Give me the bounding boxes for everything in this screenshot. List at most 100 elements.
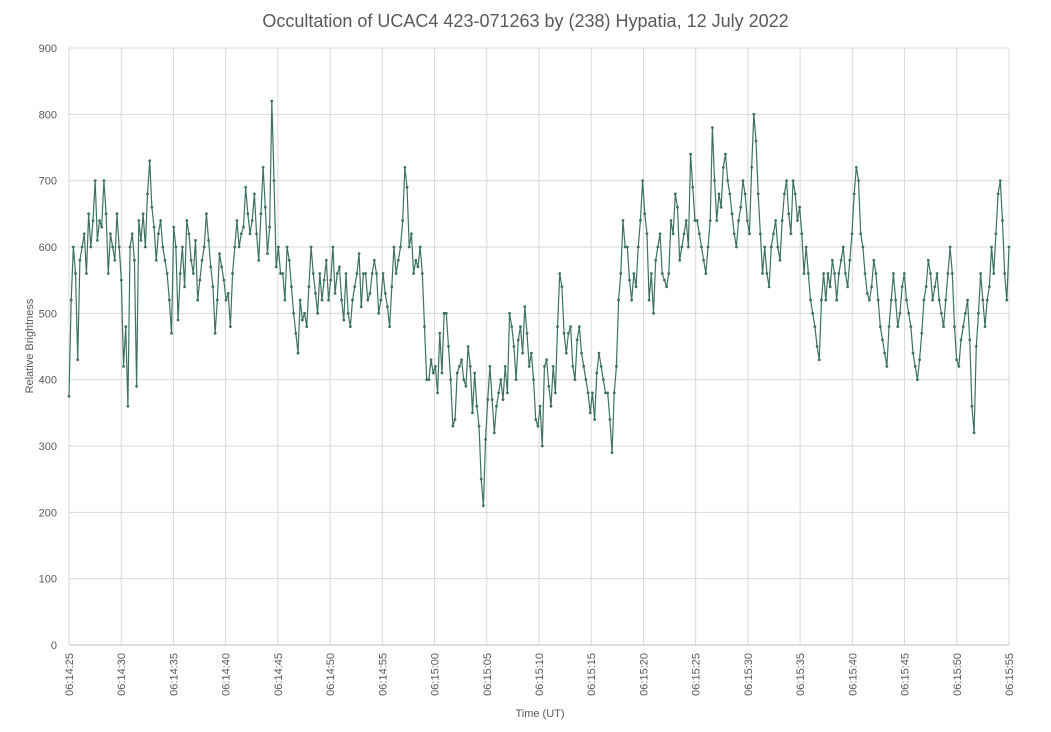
- data-point: [146, 192, 149, 196]
- data-point: [617, 298, 621, 302]
- data-point: [1007, 245, 1011, 249]
- data-point: [913, 365, 917, 368]
- data-point: [826, 272, 830, 275]
- data-point: [399, 245, 402, 249]
- data-point: [896, 325, 900, 328]
- data-point: [119, 278, 123, 282]
- data-point: [789, 232, 793, 236]
- y-tick-label: 200: [39, 507, 57, 519]
- data-point: [865, 292, 869, 295]
- gridlines: [68, 47, 1010, 646]
- x-tick-label: 06:15:55: [1004, 653, 1016, 696]
- data-point: [283, 298, 287, 302]
- data-point: [767, 285, 771, 289]
- data-point: [756, 192, 760, 196]
- data-point: [444, 311, 448, 315]
- y-axis-label: Relative Brightness: [24, 298, 36, 393]
- data-point: [772, 232, 775, 236]
- data-point: [693, 219, 697, 222]
- data-point: [752, 112, 756, 116]
- data-point: [1005, 298, 1009, 302]
- y-tick-label: 400: [39, 375, 57, 387]
- data-point: [479, 477, 483, 481]
- data-point: [78, 258, 82, 262]
- data-point: [575, 338, 579, 342]
- data-point: [549, 404, 553, 408]
- data-point: [355, 272, 359, 275]
- data-point: [955, 358, 959, 362]
- data-point: [822, 272, 826, 275]
- data-point: [582, 365, 586, 368]
- data-point: [586, 391, 590, 395]
- data-point: [122, 365, 125, 368]
- data-point: [599, 365, 603, 368]
- data-point: [226, 292, 230, 295]
- data-point: [259, 212, 263, 216]
- data-point: [503, 365, 507, 368]
- data-point: [641, 179, 644, 183]
- data-point: [429, 358, 433, 362]
- x-tick-label: 06:14:40: [221, 653, 233, 696]
- data-point: [702, 258, 706, 262]
- data-point: [516, 338, 520, 342]
- data-point: [292, 311, 296, 315]
- data-point: [700, 245, 703, 249]
- data-point: [514, 378, 518, 382]
- data-point: [1003, 272, 1007, 275]
- data-point: [394, 272, 398, 275]
- data-point: [704, 272, 708, 275]
- data-point: [237, 245, 241, 249]
- data-point: [481, 504, 485, 508]
- data-point: [440, 371, 444, 375]
- data-point: [137, 219, 141, 222]
- data-point: [643, 212, 647, 216]
- data-point: [154, 258, 158, 262]
- data-point: [639, 219, 642, 222]
- data-point: [787, 212, 791, 216]
- data-point: [793, 192, 797, 196]
- data-point: [287, 258, 291, 262]
- data-point: [758, 232, 762, 236]
- data-point: [311, 272, 315, 275]
- data-point: [163, 258, 167, 262]
- data-point: [660, 272, 664, 275]
- data-point: [257, 258, 261, 262]
- x-tick-label: 06:15:30: [743, 653, 755, 696]
- data-point: [85, 272, 88, 275]
- data-point: [274, 265, 278, 269]
- data-point: [523, 305, 527, 309]
- data-point: [351, 298, 354, 302]
- data-point: [115, 212, 119, 216]
- data-point: [606, 391, 610, 395]
- data-point: [534, 418, 538, 421]
- data-point: [527, 365, 531, 368]
- data-point: [69, 298, 73, 302]
- data-point: [468, 365, 472, 368]
- data-point: [74, 272, 77, 275]
- data-point: [560, 285, 564, 289]
- data-point: [883, 351, 887, 355]
- data-point: [205, 212, 208, 216]
- data-point: [820, 298, 823, 302]
- data-point: [623, 245, 627, 249]
- data-point: [593, 418, 597, 421]
- data-point: [684, 219, 688, 222]
- data-point: [983, 325, 987, 328]
- data-point: [270, 99, 274, 103]
- data-point: [654, 258, 658, 262]
- data-point: [499, 378, 503, 382]
- data-point: [551, 365, 555, 368]
- data-point: [848, 258, 852, 262]
- data-point: [833, 272, 836, 275]
- data-point: [300, 318, 304, 322]
- data-point: [150, 205, 154, 209]
- data-point: [396, 258, 400, 262]
- data-point: [946, 272, 950, 275]
- data-point: [135, 384, 139, 388]
- data-point: [442, 311, 446, 315]
- y-tick-label: 800: [39, 109, 57, 121]
- data-point: [176, 318, 180, 322]
- data-point: [159, 219, 163, 222]
- series-line: [68, 101, 1010, 506]
